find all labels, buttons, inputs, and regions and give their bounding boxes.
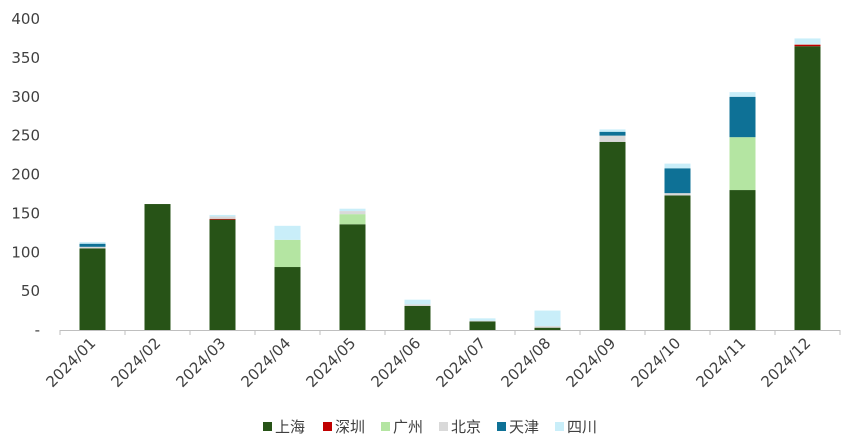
bar-segment-6 bbox=[534, 310, 561, 327]
bar-segment-3 bbox=[729, 137, 756, 191]
bar-stack-2024-05 bbox=[339, 208, 366, 330]
bar-segment-4 bbox=[794, 43, 821, 45]
legend-item: 四川 bbox=[555, 418, 597, 436]
bar-stack-2024-09 bbox=[599, 129, 626, 330]
legend-swatch bbox=[381, 422, 390, 431]
y-tick-label: 350 bbox=[11, 49, 40, 67]
bar-segment-1 bbox=[664, 195, 691, 330]
x-tick-label: 2024/10 bbox=[628, 334, 685, 391]
x-tick-label: 2024/02 bbox=[108, 334, 165, 391]
x-tick-label: 2024/01 bbox=[43, 334, 100, 391]
bar-segment-4 bbox=[339, 211, 366, 215]
y-tick-label: 250 bbox=[11, 127, 40, 145]
bar-segment-3 bbox=[274, 239, 301, 268]
legend-label: 深圳 bbox=[335, 418, 365, 436]
bar-stack-2024-12 bbox=[794, 38, 821, 331]
legend-swatch bbox=[323, 422, 332, 431]
y-tick-label: 50 bbox=[21, 282, 40, 300]
bar-segment-1 bbox=[794, 46, 821, 331]
y-tick-label: - bbox=[35, 321, 40, 339]
legend-item: 天津 bbox=[497, 418, 539, 436]
bar-segment-3 bbox=[339, 214, 366, 225]
y-tick-label: 300 bbox=[11, 88, 40, 106]
bar-segment-1 bbox=[599, 141, 626, 330]
y-axis: - 50 100 150 200 250 300 350 400 bbox=[11, 10, 40, 339]
bar-segment-1 bbox=[534, 327, 561, 330]
bar-stack-2024-08 bbox=[534, 310, 561, 330]
bar-segment-1 bbox=[339, 224, 366, 330]
bar-stack-2024-03 bbox=[209, 214, 236, 330]
bar-stack-2024-04 bbox=[274, 225, 301, 330]
bar-segment-4 bbox=[534, 326, 561, 328]
legend-item: 北京 bbox=[439, 418, 481, 436]
x-tick-label: 2024/03 bbox=[173, 334, 230, 391]
bar-segment-4 bbox=[79, 246, 106, 249]
bar-segment-6 bbox=[274, 225, 301, 240]
bar-stack-2024-02 bbox=[144, 204, 171, 330]
legend-label: 上海 bbox=[275, 418, 305, 436]
y-tick-label: 400 bbox=[11, 10, 40, 28]
legend: 上海 深圳 广州 北京 天津 四川 bbox=[263, 418, 597, 436]
x-tick-label: 2024/11 bbox=[693, 334, 750, 391]
bar-segment-5 bbox=[599, 131, 626, 136]
legend-item: 深圳 bbox=[323, 418, 365, 436]
bar-segment-6 bbox=[794, 38, 821, 44]
y-tick-label: 100 bbox=[11, 243, 40, 261]
legend-label: 四川 bbox=[567, 418, 597, 436]
x-tick-label: 2024/07 bbox=[433, 334, 490, 391]
bar-stack-2024-01 bbox=[79, 242, 106, 330]
x-axis: 2024/01 2024/02 2024/03 2024/04 2024/05 2024/… bbox=[43, 330, 841, 391]
bar-segment-1 bbox=[79, 248, 106, 330]
bar-segment-4 bbox=[404, 304, 431, 306]
bar-segment-6 bbox=[469, 318, 496, 321]
bar-segment-1 bbox=[274, 267, 301, 330]
bar-stack-2024-11 bbox=[729, 92, 756, 330]
bar-segment-1 bbox=[144, 204, 171, 330]
bar-segment-4 bbox=[209, 216, 236, 219]
legend-label: 天津 bbox=[509, 418, 539, 436]
legend-swatch bbox=[263, 422, 272, 431]
x-tick-label: 2024/09 bbox=[563, 334, 620, 391]
bar-segment-6 bbox=[729, 92, 756, 97]
bar-segment-4 bbox=[469, 320, 496, 322]
legend-swatch bbox=[439, 422, 448, 431]
x-tick-label: 2024/12 bbox=[758, 334, 815, 391]
legend-swatch bbox=[497, 422, 506, 431]
bars bbox=[79, 38, 821, 331]
bar-segment-6 bbox=[79, 242, 106, 244]
bar-segment-5 bbox=[664, 168, 691, 194]
bar-segment-6 bbox=[209, 214, 236, 217]
bar-segment-1 bbox=[404, 305, 431, 330]
legend-swatch bbox=[555, 422, 564, 431]
bar-segment-1 bbox=[469, 321, 496, 330]
bar-stack-2024-07 bbox=[469, 318, 496, 330]
bar-segment-2 bbox=[209, 218, 236, 220]
x-tick-label: 2024/06 bbox=[368, 334, 425, 391]
legend-item: 上海 bbox=[263, 418, 305, 436]
bar-segment-2 bbox=[794, 44, 821, 47]
bar-segment-5 bbox=[729, 96, 756, 138]
x-tick-label: 2024/04 bbox=[238, 334, 295, 391]
legend-label: 北京 bbox=[451, 418, 481, 436]
bar-segment-5 bbox=[79, 243, 106, 247]
bar-stack-2024-10 bbox=[664, 163, 691, 330]
bar-segment-6 bbox=[404, 299, 431, 305]
y-tick-label: 200 bbox=[11, 166, 40, 184]
bar-segment-4 bbox=[599, 135, 626, 142]
bar-segment-1 bbox=[209, 219, 236, 330]
x-tick-label: 2024/05 bbox=[303, 334, 360, 391]
legend-item: 广州 bbox=[381, 418, 423, 436]
bar-segment-6 bbox=[599, 129, 626, 132]
legend-label: 广州 bbox=[393, 418, 423, 436]
bar-stack-2024-06 bbox=[404, 299, 431, 330]
x-tick-label: 2024/08 bbox=[498, 334, 555, 391]
bar-segment-6 bbox=[664, 163, 691, 169]
bar-segment-6 bbox=[339, 208, 366, 212]
bar-segment-4 bbox=[664, 193, 691, 196]
bar-segment-1 bbox=[729, 190, 756, 330]
y-tick-label: 150 bbox=[11, 204, 40, 222]
